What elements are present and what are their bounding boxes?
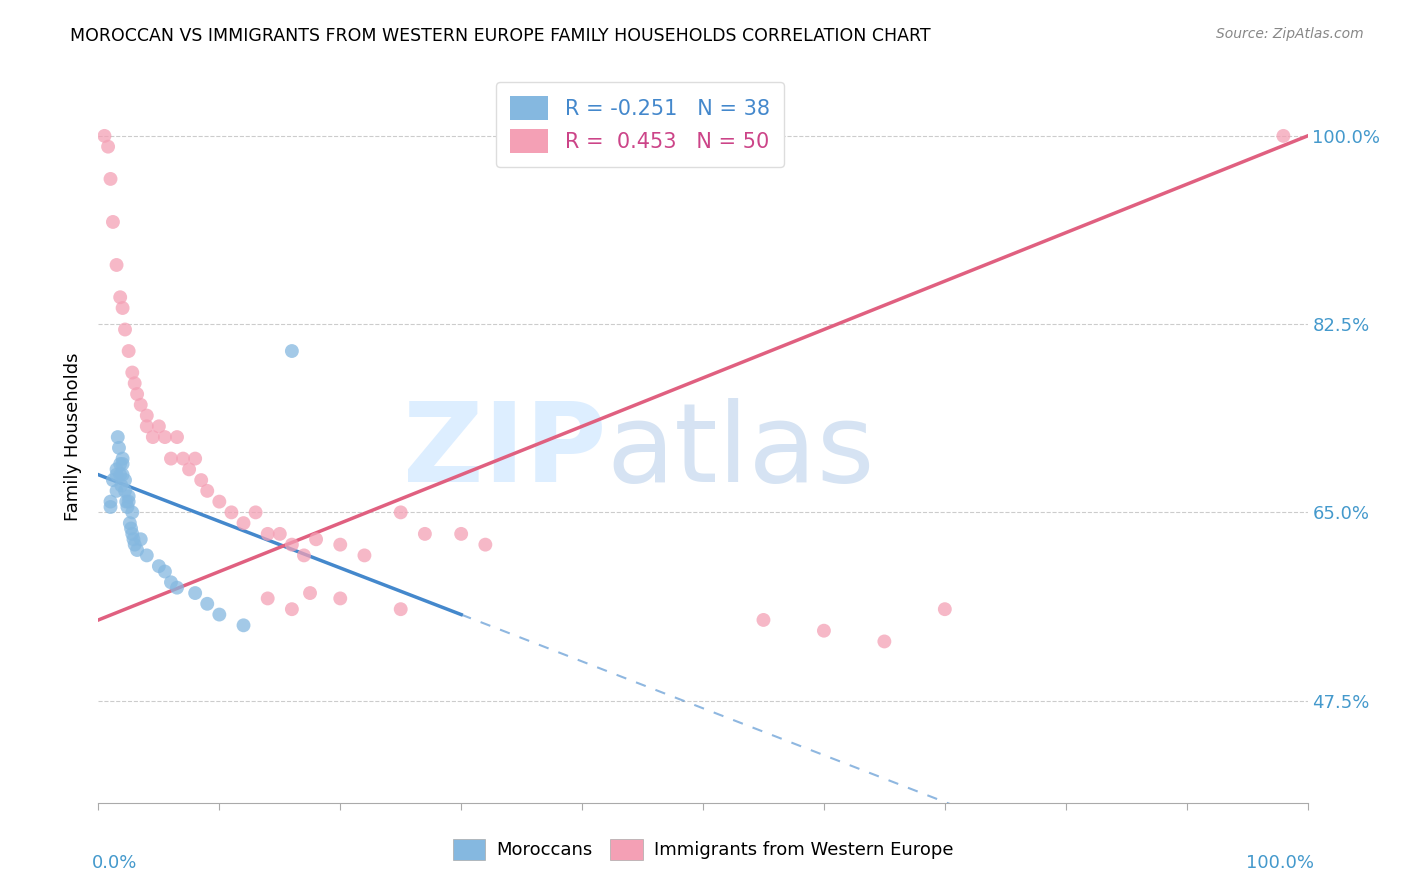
Point [118,489,141,503]
Point [329,538,352,552]
Point [135,409,157,423]
Point [93,128,115,143]
Point [100,500,122,514]
Point [115,494,138,508]
Point [281,344,304,359]
Point [934,602,956,616]
Point [97,139,120,153]
Point [232,516,254,530]
Point [111,457,134,471]
Point [122,533,145,547]
Point [118,344,141,359]
Point [389,505,412,519]
Point [245,505,267,519]
Point [1272,128,1295,143]
Point [172,451,194,466]
Point [108,290,131,304]
Point [413,527,436,541]
Point [135,549,157,563]
Point [208,494,231,508]
Point [101,215,124,229]
Point [195,597,218,611]
Point [121,505,143,519]
Point [105,483,128,498]
Point [127,543,149,558]
Point [105,462,128,476]
Text: 0.0%: 0.0% [93,854,138,872]
Legend: Moroccans, Immigrants from Western Europe: Moroccans, Immigrants from Western Europ… [446,831,960,867]
Point [221,505,243,519]
Point [256,527,278,541]
Point [108,467,131,482]
Point [208,607,231,622]
Point [142,430,165,444]
Point [105,258,128,272]
Point [148,419,170,434]
Point [184,451,207,466]
Point [114,483,136,498]
Point [389,602,412,616]
Point [190,473,212,487]
Point [160,575,183,590]
Point [129,398,152,412]
Point [118,494,141,508]
Point [120,521,142,535]
Point [329,591,352,606]
Point [873,634,896,648]
Point [474,538,496,552]
Point [111,301,134,315]
Point [813,624,835,638]
Point [101,473,124,487]
Point [114,473,136,487]
Point [269,527,291,541]
Point [195,483,218,498]
Point [118,516,141,530]
Point [160,451,183,466]
Point [100,172,122,186]
Text: atlas: atlas [606,398,875,505]
Point [166,581,188,595]
Point [100,494,122,508]
Point [299,586,322,600]
Point [281,602,304,616]
Point [450,527,472,541]
Point [129,533,152,547]
Point [256,591,278,606]
Point [166,430,188,444]
Point [752,613,775,627]
Point [135,419,157,434]
Point [127,387,149,401]
Text: MOROCCAN VS IMMIGRANTS FROM WESTERN EUROPE FAMILY HOUSEHOLDS CORRELATION CHART: MOROCCAN VS IMMIGRANTS FROM WESTERN EURO… [70,27,931,45]
Point [121,366,143,380]
Point [110,478,132,492]
Point [108,457,131,471]
Point [179,462,201,476]
Point [153,565,176,579]
Point [111,467,134,482]
Point [124,376,146,391]
Point [114,322,136,336]
Point [124,538,146,552]
Point [153,430,176,444]
Point [353,549,375,563]
Text: ZIP: ZIP [404,398,606,505]
Y-axis label: Family Households: Family Households [65,353,83,521]
Point [281,538,304,552]
Point [232,618,254,632]
Point [117,500,139,514]
Point [292,549,315,563]
Point [184,586,207,600]
Text: Source: ZipAtlas.com: Source: ZipAtlas.com [1216,27,1364,41]
Point [111,451,134,466]
Point [305,533,328,547]
Point [121,527,143,541]
Point [148,559,170,574]
Point [107,430,129,444]
Text: 100.0%: 100.0% [1246,854,1313,872]
Point [105,467,128,482]
Point [108,441,131,455]
